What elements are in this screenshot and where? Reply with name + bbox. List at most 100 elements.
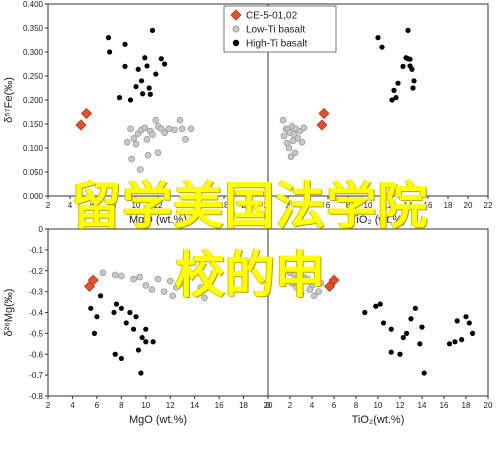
panel-top-left-ytick-label: 0.400 — [23, 0, 44, 9]
panel-top-left-high-ti-point — [162, 61, 168, 67]
panel-bottom-right-xtick-label: 14 — [418, 401, 427, 410]
panel-top-right-frame — [267, 3, 489, 197]
panel-top-right-low-ti-point — [279, 116, 287, 124]
panel-top-right-xtick-label: 16 — [424, 201, 433, 210]
panel-bottom-right-low-ti-point — [293, 284, 300, 291]
legend-marker-low-ti — [232, 25, 240, 33]
panel-top-right-xlabel: TiO₂ (wt.%) — [350, 214, 406, 226]
panel-bottom-left-xtick-label: 2 — [46, 401, 51, 410]
panel-top-left-high-ti-point — [149, 27, 156, 33]
panel-bottom-right-low-ti-point — [304, 275, 311, 283]
legend-marker-ce — [230, 9, 242, 21]
panel-bottom-left-xtick-label: 10 — [141, 401, 150, 410]
panel-bottom-right-xtick-label: 4 — [310, 401, 315, 410]
panel-top-left-high-ti-point — [153, 71, 159, 77]
panel-bottom-left-low-ti-point — [197, 284, 205, 291]
panel-top-left-xtick-label: 2 — [46, 201, 51, 210]
panel-bottom-right-low-ti-point — [288, 279, 296, 287]
panel-top-left-high-ti-point — [140, 91, 146, 97]
panel-bottom-left-xtick-label: 4 — [70, 401, 75, 410]
panel-top-left-xtick-label: 20 — [242, 201, 251, 210]
panel-top-right-high-ti-point — [407, 56, 413, 62]
panel-top-left-high-ti-point — [146, 85, 152, 91]
panel-bottom-left-xtick-label: 18 — [239, 401, 248, 410]
panel-top-left-xtick-label: 18 — [220, 201, 229, 210]
panel-top-left-high-ti-point — [133, 83, 139, 90]
panel-top-right-xtick-label: 6 — [326, 201, 331, 210]
panel-top-right-xtick-label: 12 — [384, 201, 393, 210]
panel-bottom-right-high-ti-point — [404, 330, 410, 336]
panel-bottom-left-low-ti-point — [99, 269, 107, 277]
panel-top-right-low-ti-point — [285, 144, 293, 152]
panel-top-right-xtick-label: 20 — [464, 201, 473, 210]
panel-top-right-high-ti-point — [409, 66, 415, 72]
panel-top-right-xtick-label: 22 — [484, 201, 493, 210]
panel-top-right-xtick-label: 10 — [364, 201, 373, 210]
panel-top-right-high-ti-point — [393, 95, 399, 101]
panel-top-right-high-ti-point — [410, 85, 416, 91]
panel-top-right-low-ti-point — [290, 131, 298, 138]
panel-top-right-low-ti-point — [291, 149, 299, 157]
panel-bottom-left-ytick-label: -0.4 — [29, 309, 43, 318]
panel-bottom-left-ytick-label: -0.6 — [29, 350, 43, 359]
panel-top-left-ce-point — [80, 107, 93, 120]
panel-bottom-left-high-ti-point — [135, 347, 142, 353]
panel-bottom-right-xlabel: TiO₂(wt.%) — [352, 414, 405, 426]
panel-bottom-left-low-ti-point — [130, 275, 137, 283]
panel-bottom-left-high-ti-point — [88, 305, 94, 311]
panel-top-left-xtick-label: 12 — [154, 201, 163, 210]
panel-top-left-high-ti-point — [158, 56, 164, 62]
panel-top-left-ytick-label: 0.000 — [23, 192, 44, 201]
panel-bottom-right-high-ti-point — [459, 337, 465, 343]
panel-top-left-low-ti-point — [178, 125, 186, 133]
panel-bottom-left-ylabel: δ²⁶Mg(‰) — [3, 289, 15, 337]
panel-bottom-left-low-ti-point — [179, 279, 186, 287]
panel-bottom-left-ytick-label: 0 — [39, 225, 44, 234]
panel-bottom-left-ytick-label: -0.2 — [29, 267, 43, 276]
panel-top-right-low-ti-point — [280, 132, 288, 140]
panel-bottom-right-high-ti-point — [470, 330, 476, 336]
panel-bottom-left-low-ti-point — [169, 292, 176, 300]
panel-top-left-high-ti-point — [144, 63, 150, 69]
panel-bottom-right-xtick-label: 0 — [266, 401, 271, 410]
legend-label: High-Ti basalt — [246, 39, 308, 50]
panel-bottom-right-high-ti-point — [408, 316, 414, 322]
panel-top-right-low-ti-point — [298, 138, 306, 146]
panel-bottom-left-high-ti-point — [112, 351, 118, 357]
panel-top-left-low-ti-point — [141, 124, 149, 132]
panel-top-left-low-ti-point — [128, 155, 135, 163]
panel-top-right-ce-point — [316, 119, 328, 131]
panel-bottom-right-high-ti-point — [400, 334, 406, 341]
panel-bottom-left-high-ti-point — [139, 334, 145, 341]
panel-bottom-left-high-ti-point — [97, 293, 104, 299]
panel-bottom-right-low-ti-point — [315, 288, 322, 295]
panel-top-left-low-ti-point — [143, 136, 151, 143]
panel-top-left-low-ti-point — [161, 129, 168, 136]
panel-top-left-high-ti-point — [122, 41, 128, 47]
panel-bottom-right-xtick-label: 6 — [332, 401, 337, 410]
panel-bottom-right-low-ti-point — [317, 279, 325, 287]
panel-bottom-right-high-ti-point — [412, 305, 418, 311]
panel-top-left-low-ti-point — [154, 149, 162, 157]
panel-top-left-ytick-label: 0.200 — [23, 96, 44, 105]
panel-bottom-left-high-ti-point — [118, 355, 124, 362]
panel-bottom-right-ce-point — [324, 280, 336, 292]
panel-bottom-left-xtick-label: 6 — [95, 401, 100, 410]
legend-box — [223, 5, 337, 53]
panel-bottom-left-ytick-label: -0.1 — [29, 246, 43, 255]
panel-top-right-xtick-label: 14 — [404, 201, 413, 210]
panel-top-left-ytick-label: 0.350 — [23, 24, 44, 33]
panel-bottom-left-low-ti-point — [173, 284, 180, 291]
panel-top-left-ylabel: δ⁵⁷Fe(‰) — [3, 77, 15, 123]
panel-top-right-high-ti-point — [391, 87, 397, 93]
panel-bottom-right-high-ti-point — [397, 351, 403, 357]
panel-top-left-ytick-label: 0.050 — [23, 168, 44, 177]
panel-bottom-right-high-ti-point — [377, 301, 383, 307]
panel-bottom-left-high-ti-point — [127, 309, 133, 316]
panel-bottom-right-xtick-label: 12 — [396, 401, 405, 410]
panel-top-left-low-ti-point — [123, 138, 131, 146]
panel-bottom-left-ytick-label: -0.3 — [29, 288, 43, 297]
panel-top-left-xtick-label: 16 — [198, 201, 207, 210]
panel-top-right-ce-point — [318, 107, 330, 120]
panel-bottom-left-high-ti-point — [118, 305, 124, 311]
